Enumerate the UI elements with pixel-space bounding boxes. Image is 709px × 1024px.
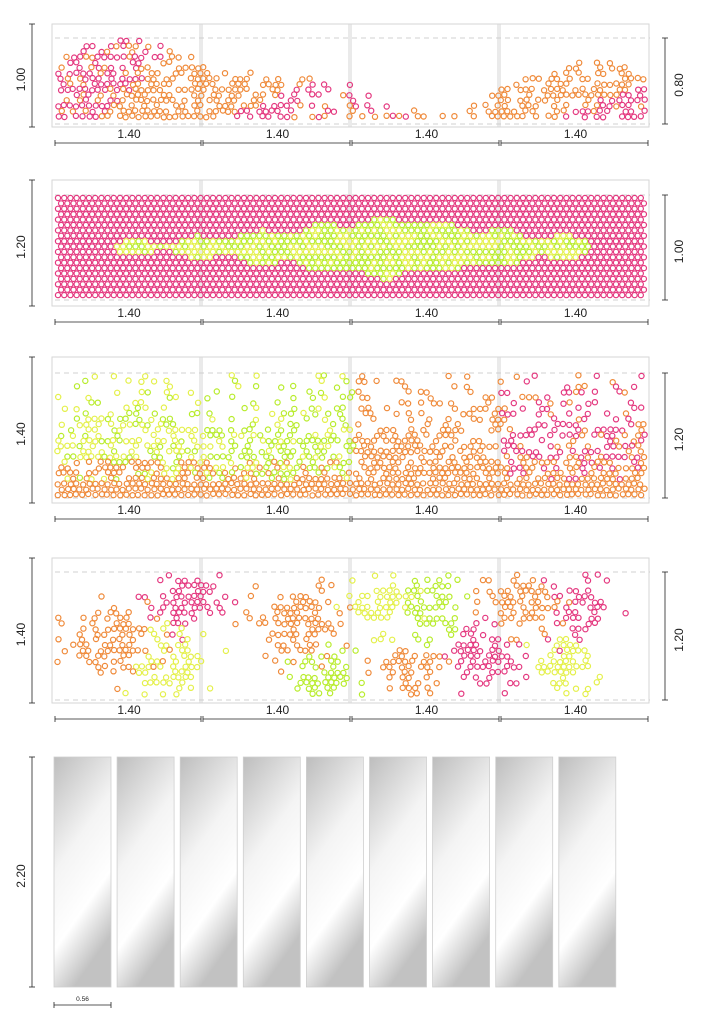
pattern-height-dimension-label: 0.80 [672, 73, 686, 97]
pattern-row-4: 1.40 1.20 1.40 1.40 1.40 1.40 [14, 557, 686, 722]
dot-pattern [54, 372, 648, 499]
panel-width-label: 1.40 [415, 127, 439, 141]
pattern-panel-frame [497, 23, 650, 128]
pattern-panel-frame [51, 557, 203, 704]
panel-width-label: 1.40 [415, 306, 439, 320]
pattern-panel-frame [497, 557, 650, 704]
panel-width-dimension-label: 0.56 [76, 996, 89, 1003]
panel-width-label: 1.40 [117, 703, 141, 717]
glass-panel [432, 756, 491, 988]
panel-width-label: 1.40 [564, 703, 588, 717]
height-dimension-label: 1.20 [14, 235, 28, 259]
pattern-height-dimension-label: 1.20 [672, 427, 686, 451]
panel-width-label: 1.40 [266, 127, 290, 141]
pattern-panel-frame [199, 557, 352, 704]
panel-width-label: 1.40 [564, 503, 588, 517]
pattern-panel-frame [348, 23, 501, 128]
pattern-panel-frame [199, 356, 352, 504]
panel-width-label: 1.40 [266, 703, 290, 717]
glass-panel [558, 756, 617, 988]
panel-width-label: 1.40 [415, 503, 439, 517]
pattern-panel-frame [348, 356, 501, 504]
panel-width-label: 1.40 [266, 503, 290, 517]
height-dimension-label: 1.40 [14, 422, 28, 446]
panel-width-label: 1.40 [564, 306, 588, 320]
pattern-panel-frame [348, 557, 501, 704]
height-dimension-label: 1.40 [14, 622, 28, 646]
panel-width-label: 1.40 [266, 306, 290, 320]
dot-pattern [54, 571, 629, 698]
glass-panel [369, 756, 427, 988]
glass-panel [495, 756, 554, 988]
pattern-row-2: 1.20 1.00 1.40 1.40 1.40 1.40 [14, 179, 686, 325]
dot-pattern [54, 194, 648, 299]
panel-width-label: 1.40 [415, 703, 439, 717]
pattern-row-1: 1.00 0.80 1.40 1.40 1.40 1.40 [14, 23, 686, 146]
panel-width-label: 1.40 [117, 127, 141, 141]
pattern-height-dimension-label: 1.00 [672, 239, 686, 263]
pattern-panel-frame [497, 356, 650, 504]
panel-width-label: 1.40 [117, 306, 141, 320]
panel-width-label: 1.40 [564, 127, 588, 141]
pattern-height-dimension-label: 1.20 [672, 628, 686, 652]
panel-height-dimension-label: 2.20 [14, 864, 28, 888]
glass-panel [179, 756, 238, 988]
panel-width-label: 1.40 [117, 503, 141, 517]
pattern-panel-frame [497, 179, 650, 307]
height-dimension-label: 1.00 [14, 67, 28, 91]
pattern-rows: 1.00 0.801.40 1.40 1.40 1.401.20 1.001.40 1.40… [14, 23, 686, 722]
pattern-panel-frame [51, 356, 203, 504]
glass-panel [53, 756, 112, 988]
glass-panel [305, 756, 364, 988]
glass-panels-section: 2.20 0.56 [14, 756, 617, 1008]
glass-panel [116, 756, 175, 988]
pattern-row-3: 1.40 1.20 1.40 1.40 1.40 1.40 [14, 356, 686, 522]
dot-pattern [55, 37, 648, 121]
glass-panel [242, 756, 301, 988]
